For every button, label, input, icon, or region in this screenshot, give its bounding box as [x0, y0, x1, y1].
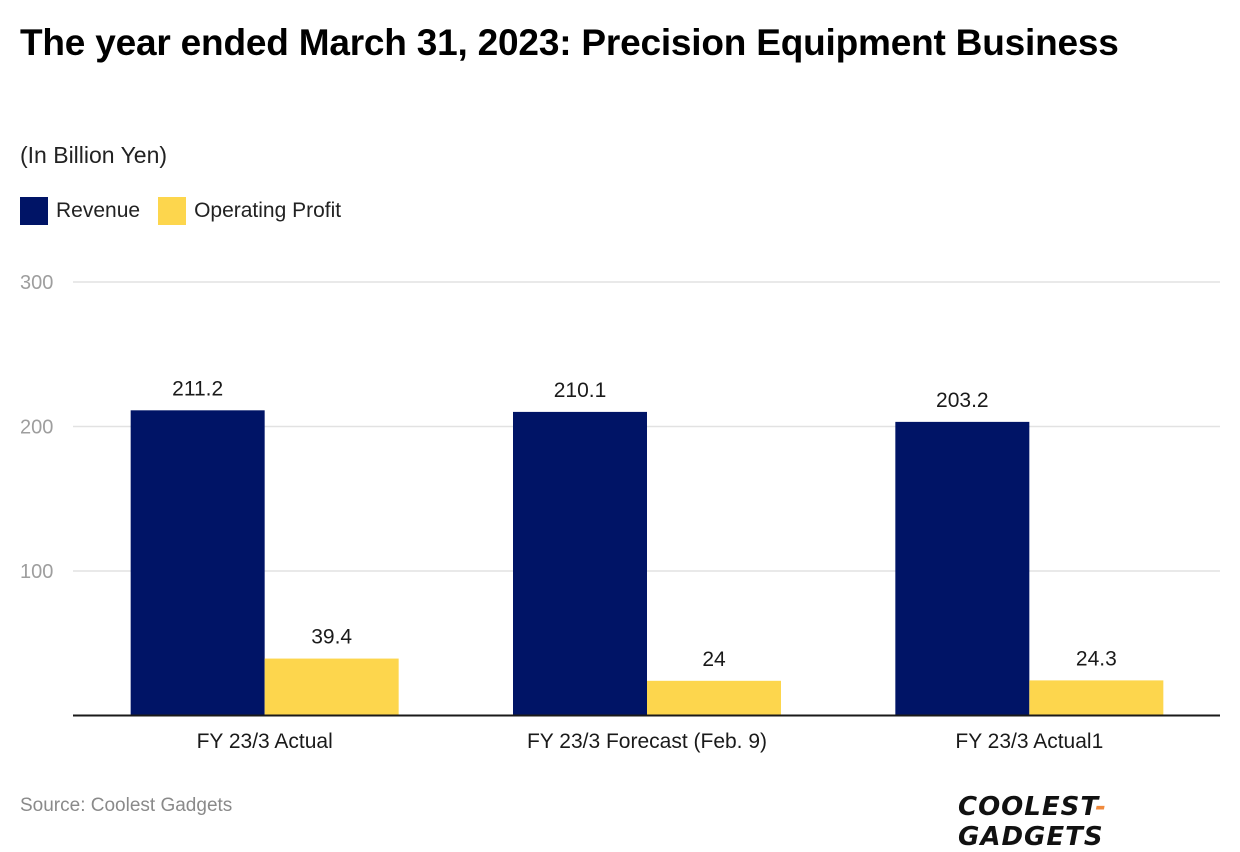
bar-operating-profit — [264, 658, 399, 716]
legend: Revenue Operating Profit — [20, 197, 359, 225]
data-label: 210.1 — [554, 379, 607, 402]
legend-item-operating-profit: Operating Profit — [158, 197, 341, 225]
brand-logo: COOLEST-GADGETS — [958, 792, 1240, 852]
brand-logo-right: GADGETS — [958, 822, 1104, 852]
x-tick-label: FY 23/3 Forecast (Feb. 9) — [527, 730, 767, 753]
chart-title: The year ended March 31, 2023: Precision… — [20, 22, 1119, 63]
legend-item-revenue: Revenue — [20, 197, 140, 225]
legend-label-operating-profit: Operating Profit — [194, 199, 342, 222]
data-labels: 211.2 39.4 210.1 24 203.2 24.3 — [172, 377, 1117, 671]
chart-subtitle: (In Billion Yen) — [20, 142, 168, 168]
data-label: 211.2 — [172, 377, 223, 400]
source-note: Source: Coolest Gadgets — [20, 795, 233, 816]
data-label: 39.4 — [311, 626, 352, 649]
bars — [130, 410, 1164, 716]
bar-revenue — [895, 421, 1030, 716]
bar-operating-profit — [647, 680, 781, 716]
data-label: 24.3 — [1076, 647, 1117, 670]
y-tick-label: 300 — [20, 272, 53, 294]
data-label: 203.2 — [936, 389, 989, 412]
legend-swatch-operating-profit — [158, 197, 187, 225]
bar-operating-profit — [1029, 680, 1164, 716]
bar-revenue — [513, 411, 647, 716]
x-tick-label: FY 23/3 Actual1 — [955, 730, 1103, 753]
legend-label-revenue: Revenue — [56, 199, 141, 222]
bar-revenue — [130, 410, 265, 716]
y-tick-label: 200 — [20, 417, 53, 439]
y-tick-label: 100 — [20, 561, 53, 583]
x-axis-ticks: FY 23/3 Actual FY 23/3 Forecast (Feb. 9) F… — [197, 730, 1104, 753]
x-tick-label: FY 23/3 Actual — [197, 730, 333, 753]
data-label: 24 — [702, 648, 726, 671]
brand-logo-left: COOLEST — [958, 792, 1096, 822]
legend-swatch-revenue — [20, 197, 48, 225]
brand-logo-dash: - — [1095, 792, 1108, 822]
y-axis-ticks: 100 200 300 — [20, 272, 53, 583]
